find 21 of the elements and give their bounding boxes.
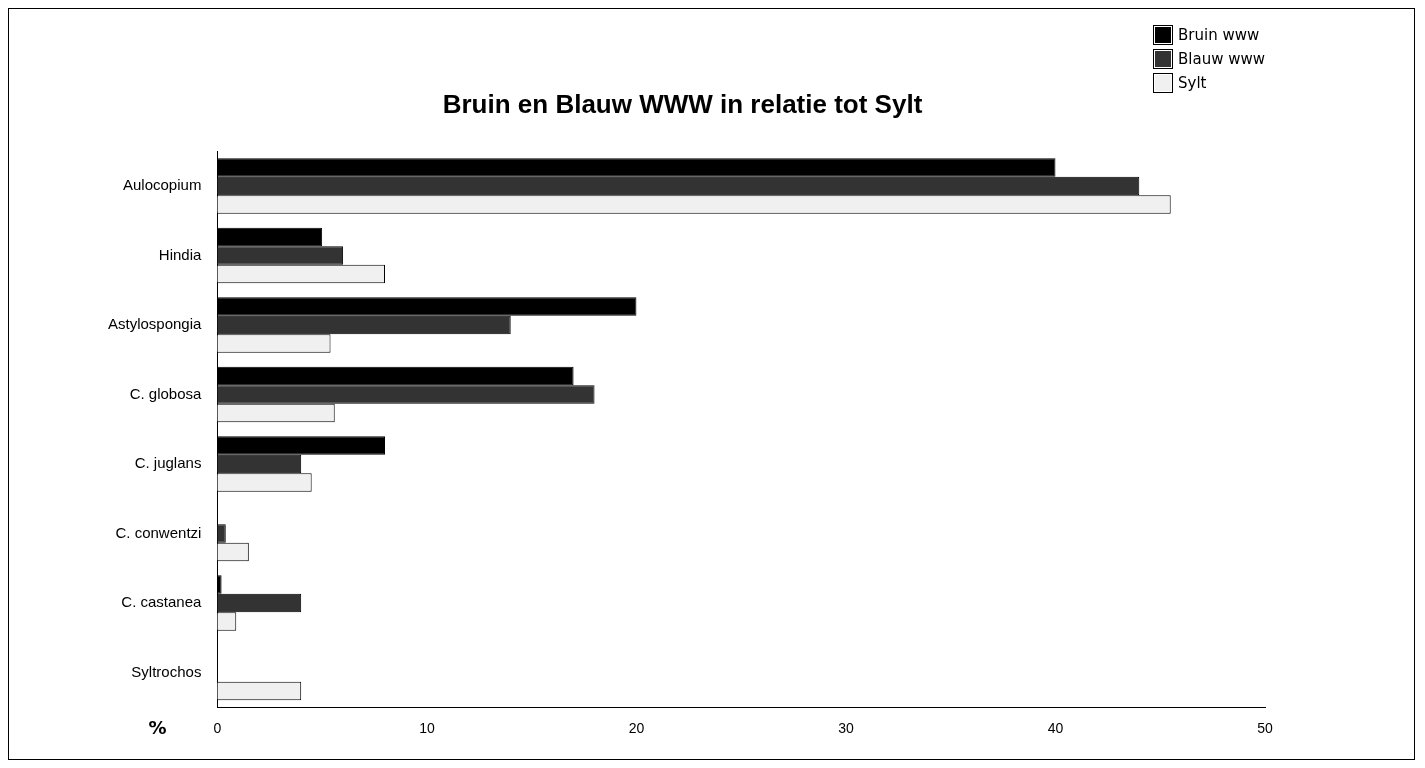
y-tick-label: C. castanea [121,593,203,611]
x-axis-title: % [148,716,167,738]
chart-title: Bruin en Blauw WWW in relatie tot Sylt [442,88,923,119]
x-tick-label: 10 [419,720,435,737]
x-tick-label: 50 [1257,720,1273,737]
y-tick-label: Astylospongia [107,315,203,333]
y-tick-label: Hindia [158,245,203,263]
legend-label: Blauw www [1178,50,1265,68]
y-tick-label: Aulocopium [123,176,202,194]
legend-label: Sylt [1178,74,1207,92]
x-tick-label: 40 [1047,720,1064,737]
y-tick-label: Syltrochos [131,662,202,680]
bar [217,227,323,247]
y-tick-label: C. globosa [129,384,203,402]
x-tick-label: 0 [213,720,222,737]
y-tick-label: C. conwentzi [115,523,202,541]
x-tick-label: 20 [628,720,645,737]
bar [217,366,574,386]
x-tick-label: 30 [838,720,854,737]
legend-label: Bruin www [1178,26,1260,44]
y-tick-label: C. juglans [134,454,202,472]
